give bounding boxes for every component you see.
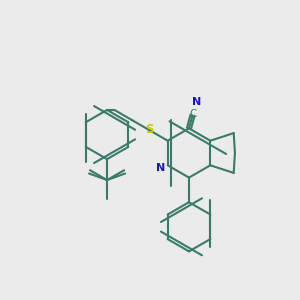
Text: N: N	[156, 163, 165, 173]
Text: C: C	[190, 109, 197, 118]
Text: S: S	[145, 123, 153, 136]
Text: N: N	[192, 97, 201, 107]
